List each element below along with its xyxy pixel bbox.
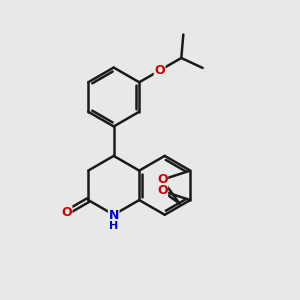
Text: H: H bbox=[109, 221, 118, 231]
Text: O: O bbox=[61, 206, 72, 219]
Text: O: O bbox=[157, 184, 167, 197]
Text: O: O bbox=[154, 64, 165, 77]
Text: O: O bbox=[157, 173, 167, 186]
Text: N: N bbox=[109, 209, 119, 222]
